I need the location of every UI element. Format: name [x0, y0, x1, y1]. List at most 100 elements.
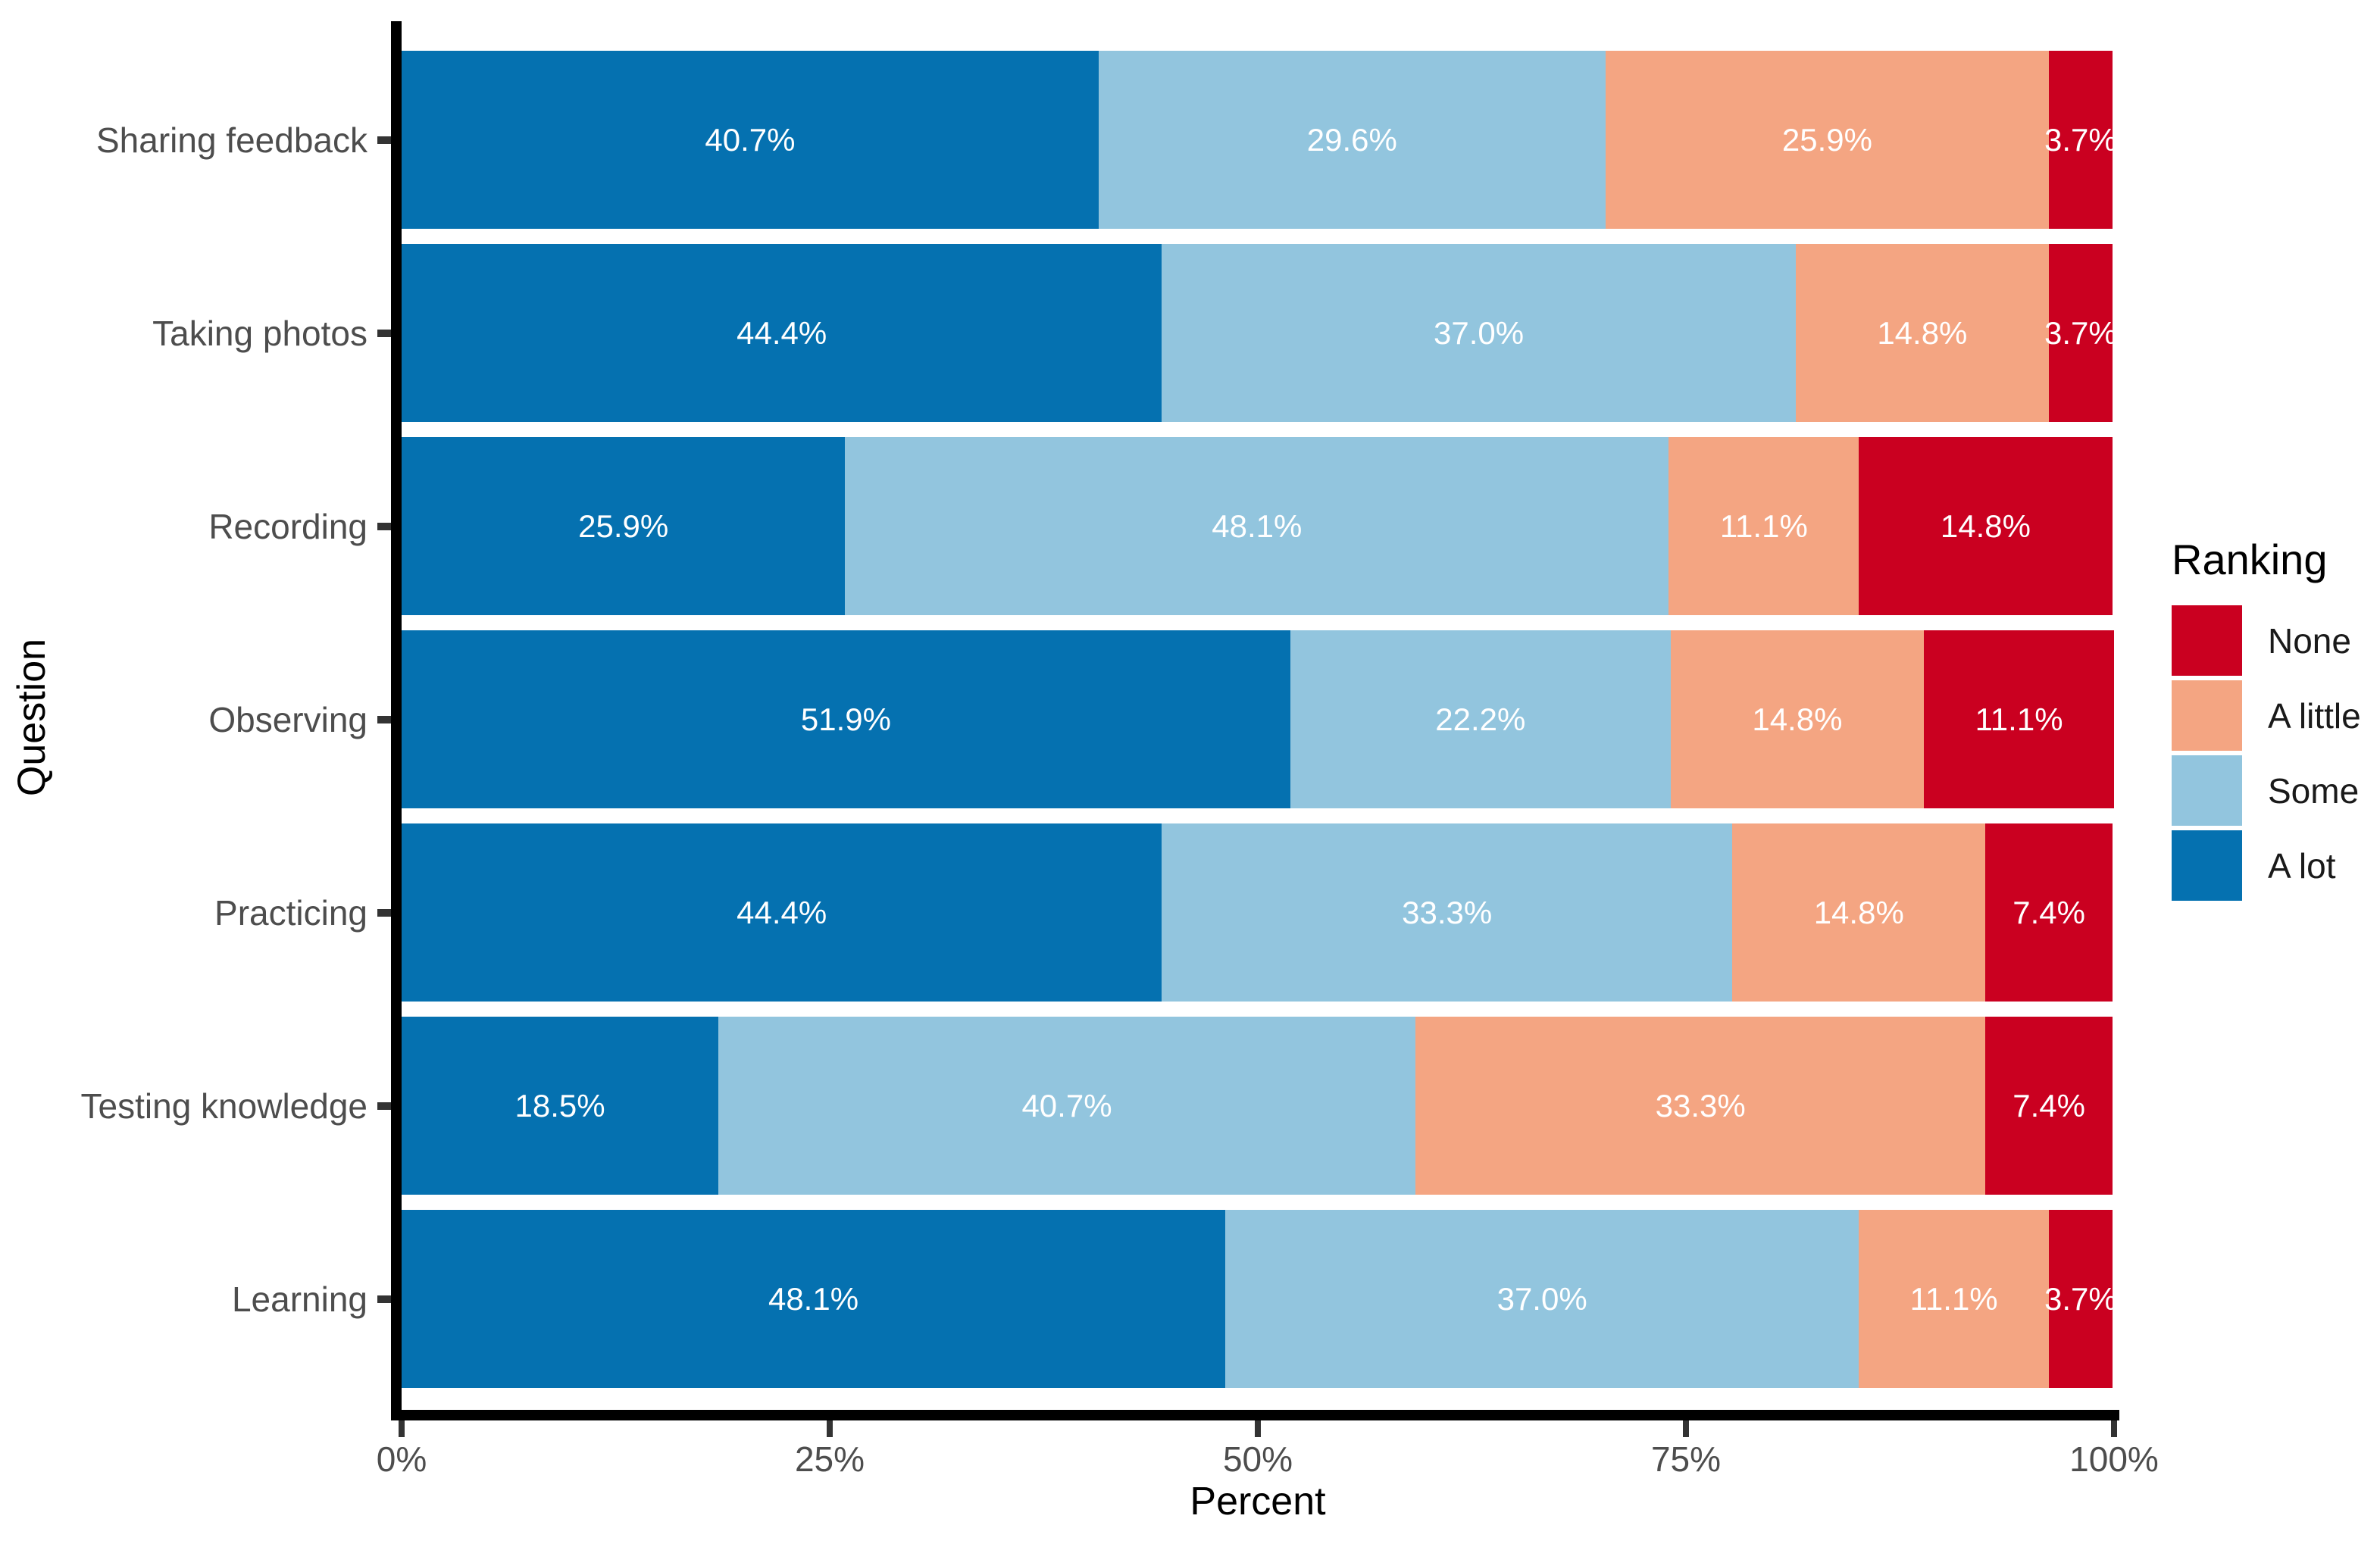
bar-row-recording: 25.9% 48.1% 11.1% 14.8%: [402, 437, 2114, 615]
bar-segment-a-little: 33.3%: [1415, 1017, 1986, 1195]
bar-row-sharing-feedback: 40.7% 29.6% 25.9% 3.7%: [402, 51, 2117, 229]
x-axis-tick-label: 50%: [1222, 1439, 1293, 1479]
x-axis-tick: [399, 1420, 405, 1437]
x-axis-tick-label: 100%: [2069, 1439, 2159, 1479]
x-axis-tick: [2111, 1420, 2117, 1437]
x-axis-tick-label: 0%: [376, 1439, 427, 1479]
bar-segment-label: 48.1%: [1212, 508, 1303, 544]
x-axis-tick-label: 25%: [794, 1439, 865, 1479]
x-axis-tick-label: 75%: [1650, 1439, 1722, 1479]
legend-swatch: [2172, 830, 2242, 901]
y-axis-category-label: Observing: [208, 699, 367, 739]
bar-segment-a-lot: 51.9%: [402, 630, 1290, 808]
bar-segment-none: 7.4%: [1985, 823, 2113, 1002]
legend: Ranking None A little Some A lot: [2172, 535, 2361, 905]
bar-segment-a-lot: 48.1%: [402, 1210, 1226, 1388]
bar-segment-label: 33.3%: [1655, 1087, 1746, 1123]
bar-segment-none: 3.7%: [2044, 244, 2117, 422]
bar-segment-a-lot: 44.4%: [402, 823, 1162, 1002]
legend-item-some: Some: [2172, 755, 2361, 826]
x-axis-line: [391, 1410, 2119, 1420]
y-axis-tick: [377, 329, 391, 337]
bar-segment-label: 22.2%: [1435, 701, 1526, 737]
bar-segment-label: 44.4%: [737, 894, 827, 930]
y-axis-tick: [377, 715, 391, 723]
bar-segment-a-little: 14.8%: [1795, 244, 2050, 422]
bar-segment-label: 29.6%: [1306, 121, 1397, 158]
bar-segment-label: 3.7%: [2044, 1280, 2117, 1317]
legend-items: None A little Some A lot: [2172, 605, 2361, 901]
bar-segment-some: 33.3%: [1162, 823, 1733, 1002]
bar-segment-label: 33.3%: [1402, 894, 1493, 930]
bar-row-testing-knowledge: 18.5% 40.7% 33.3% 7.4%: [402, 1017, 2114, 1195]
bar-segment-label: 14.8%: [1813, 894, 1904, 930]
y-axis-category-label: Taking photos: [152, 313, 367, 353]
bar-segment-a-lot: 25.9%: [402, 437, 846, 615]
bar-segment-label: 14.8%: [1752, 701, 1843, 737]
bar-segment-some: 29.6%: [1098, 51, 1606, 229]
bar-segment-a-lot: 44.4%: [402, 244, 1162, 422]
x-axis-title: Percent: [1190, 1480, 1326, 1523]
bar-segment-label: 7.4%: [2013, 894, 2085, 930]
y-axis-category-label: Recording: [208, 506, 367, 546]
bar-segment-some: 48.1%: [845, 437, 1669, 615]
bar-segment-label: 25.9%: [578, 508, 669, 544]
bar-segment-some: 37.0%: [1225, 1210, 1859, 1388]
bar-segment-label: 11.1%: [1719, 508, 1808, 544]
y-axis-category-label: Sharing feedback: [95, 120, 367, 160]
legend-title: Ranking: [2172, 536, 2328, 583]
bar-segment-label: 37.0%: [1496, 1280, 1587, 1317]
y-axis-line: [391, 21, 402, 1410]
bar-segment-label: 14.8%: [1877, 314, 1968, 351]
bar-segment-a-little: 25.9%: [1605, 51, 2050, 229]
legend-item-none: None: [2172, 605, 2361, 676]
y-axis-category-label: Learning: [231, 1279, 367, 1319]
legend-item-a-little: A little: [2172, 680, 2361, 751]
bar-row-taking-photos: 44.4% 37.0% 14.8% 3.7%: [402, 244, 2117, 422]
x-axis-tick: [827, 1420, 833, 1437]
y-axis-tick: [377, 136, 391, 144]
y-axis-category-label: Practicing: [214, 892, 367, 933]
bar-segment-label: 37.0%: [1433, 314, 1525, 351]
legend-swatch: [2172, 680, 2242, 751]
x-axis-tick: [1255, 1420, 1261, 1437]
y-axis-category-label: Testing knowledge: [80, 1086, 367, 1126]
legend-label: None: [2268, 620, 2351, 661]
bar-row-learning: 48.1% 37.0% 11.1% 3.7%: [402, 1210, 2117, 1388]
bar-segment-label: 3.7%: [2044, 314, 2117, 351]
bar-segment-a-little: 11.1%: [1859, 1210, 2050, 1388]
bar-segment-none: 3.7%: [2044, 51, 2117, 229]
bar-segment-some: 40.7%: [718, 1017, 1415, 1195]
y-axis-tick: [377, 522, 391, 530]
legend-label: Some: [2268, 770, 2360, 811]
y-axis-tick: [377, 908, 391, 917]
legend-label: A lot: [2268, 845, 2336, 886]
bar-row-observing: 51.9% 22.2% 14.8% 11.1%: [402, 630, 2114, 808]
bar-segment-label: 11.1%: [1909, 1280, 1998, 1317]
bar-segment-label: 14.8%: [1940, 508, 2031, 544]
bar-segment-label: 7.4%: [2013, 1087, 2085, 1123]
legend-label: A little: [2268, 695, 2361, 736]
bar-segment-none: 11.1%: [1924, 630, 2114, 808]
legend-swatch: [2172, 755, 2242, 826]
x-axis-tick: [1683, 1420, 1689, 1437]
bar-segment-some: 22.2%: [1290, 630, 1671, 808]
y-axis-tick: [377, 1102, 391, 1110]
bar-segment-label: 25.9%: [1781, 121, 1872, 158]
bar-segment-a-little: 11.1%: [1669, 437, 1859, 615]
bar-segment-label: 11.1%: [1975, 701, 2063, 737]
bar-segment-label: 51.9%: [800, 701, 892, 737]
bar-segment-a-lot: 18.5%: [402, 1017, 719, 1195]
bar-segment-a-little: 14.8%: [1670, 630, 1925, 808]
y-axis-tick: [377, 1295, 391, 1303]
bar-segment-label: 3.7%: [2044, 121, 2117, 158]
bar-segment-none: 14.8%: [1859, 437, 2113, 615]
bar-segment-label: 40.7%: [1021, 1087, 1112, 1123]
bar-segment-none: 7.4%: [1985, 1017, 2113, 1195]
bar-segment-label: 48.1%: [768, 1280, 859, 1317]
bar-segment-a-lot: 40.7%: [402, 51, 1099, 229]
bar-segment-none: 3.7%: [2044, 1210, 2117, 1388]
bar-segment-label: 40.7%: [705, 121, 796, 158]
legend-swatch: [2172, 605, 2242, 676]
